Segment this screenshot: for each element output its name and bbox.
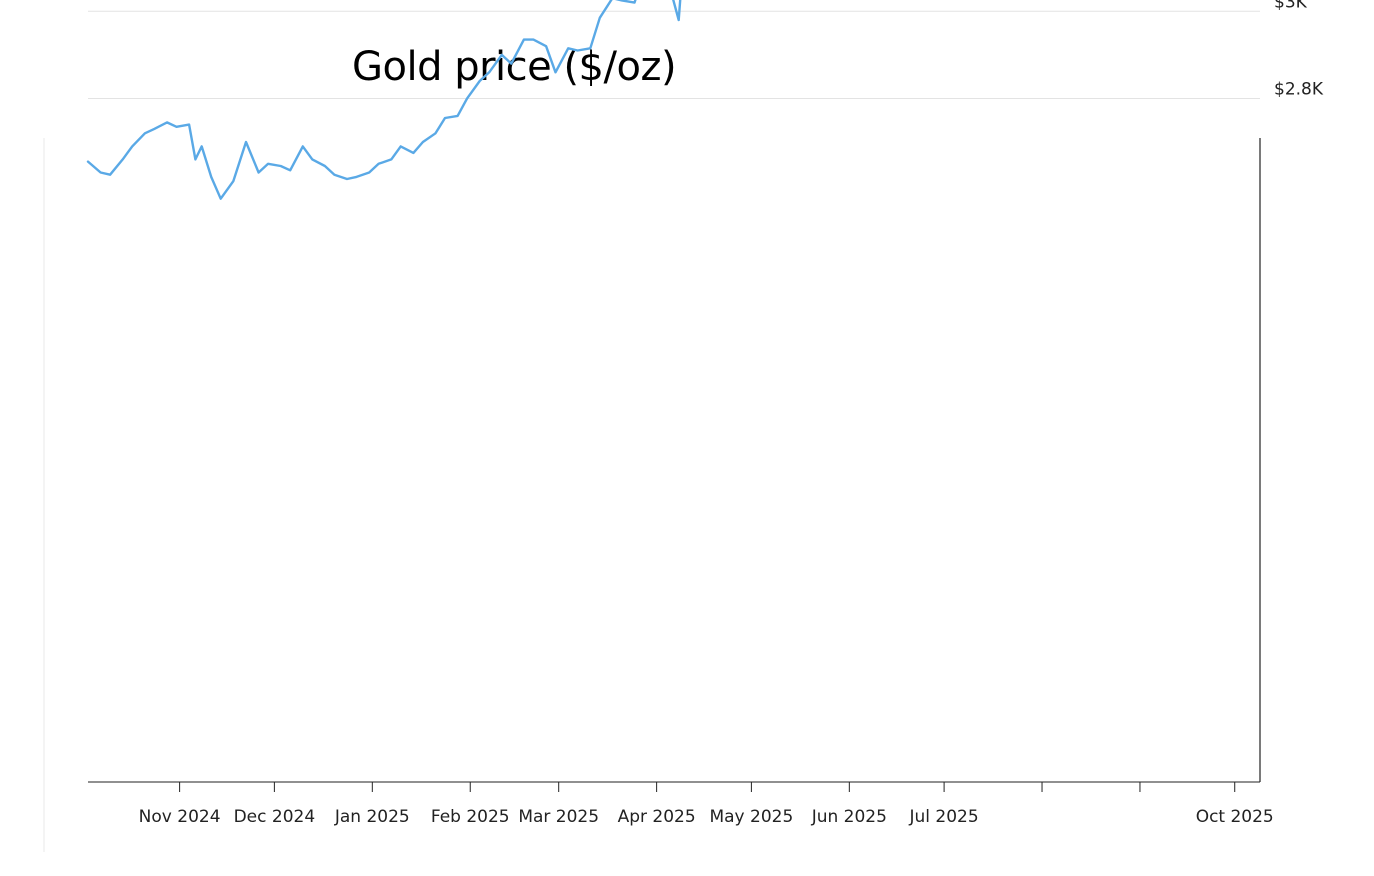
y-axis-labels: $2.8K$3K$3.3K$3.5K$3.8K (1274, 0, 1324, 99)
axes (88, 138, 1261, 792)
x-tick-label: Apr 2025 (618, 807, 696, 827)
x-tick-label: Mar 2025 (518, 807, 599, 827)
x-tick-label: Jan 2025 (334, 807, 410, 827)
x-tick-label: Nov 2024 (139, 807, 221, 827)
series-layer (86, 0, 682, 200)
y-tick-label: $3K (1274, 0, 1308, 12)
x-tick-label: Oct 2025 (1196, 807, 1274, 827)
chart-title: Gold price ($/oz) (352, 44, 677, 90)
x-tick-label: Jun 2025 (811, 807, 887, 827)
x-tick-label: Jul 2025 (909, 807, 979, 827)
gridlines (88, 10, 1260, 99)
x-tick-label: May 2025 (709, 807, 793, 827)
x-axis-labels: Nov 2024 Dec 2024 Jan 2025 Feb 2025 Mar 2025… (139, 807, 1274, 827)
x-tick-label: Dec 2024 (234, 807, 316, 827)
x-tick-label: Feb 2025 (431, 807, 510, 827)
gold-price-line (86, 0, 682, 200)
y-tick-label: $2.8K (1274, 79, 1324, 99)
